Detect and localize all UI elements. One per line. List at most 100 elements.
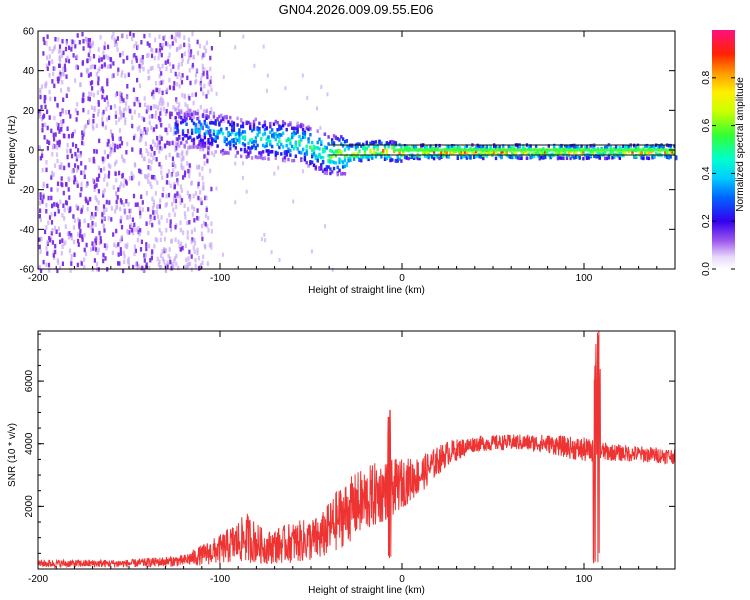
noise-dot — [193, 218, 196, 223]
noise-dot — [44, 122, 47, 128]
noise-dot — [87, 52, 90, 57]
ridge-cell — [473, 155, 476, 159]
ridge-cell — [554, 151, 558, 155]
noise-dot — [174, 198, 178, 204]
noise-dot — [39, 94, 42, 100]
ridge-cell — [331, 154, 334, 159]
ridge-cell — [254, 140, 257, 144]
ridge-cell — [221, 117, 225, 121]
noise-dot — [172, 131, 176, 136]
noise-dot — [166, 130, 169, 136]
noise-dot — [98, 240, 101, 246]
ridge-cell — [298, 143, 301, 147]
noise-dot — [77, 242, 80, 247]
noise-dot — [96, 206, 99, 212]
ridge-cell — [238, 136, 241, 140]
noise-dot — [147, 151, 150, 157]
noise-dot — [69, 114, 72, 119]
noise-dot — [68, 45, 71, 50]
noise-dot — [99, 168, 103, 173]
figure-title: GN04.2026.009.09.55.E06 — [279, 2, 434, 17]
noise-dot — [156, 238, 159, 243]
noise-dot — [76, 154, 79, 159]
noise-dot — [73, 179, 76, 185]
ridge-cell — [192, 142, 196, 146]
noise-dot — [115, 177, 118, 183]
noise-dot — [158, 51, 161, 56]
noise-dot — [158, 81, 161, 86]
ridge-cell — [281, 123, 285, 128]
ridge-cell — [558, 145, 561, 150]
ridge-cell — [383, 153, 387, 158]
noise-dot — [45, 203, 48, 208]
x-tick-label: 0 — [399, 574, 405, 585]
noise-dot — [61, 238, 64, 243]
ridge-cell — [449, 145, 452, 149]
ridge-cell — [278, 135, 281, 139]
noise-dot — [75, 65, 78, 70]
ridge-cell — [247, 154, 250, 158]
noise-dot — [61, 109, 64, 114]
noise-dot — [90, 211, 94, 217]
ridge-cell — [250, 146, 254, 150]
ridge-cell — [447, 145, 450, 149]
noise-dot — [109, 152, 112, 157]
noise-dot — [69, 207, 72, 212]
noise-dot — [166, 260, 169, 265]
noise-dot — [50, 195, 53, 201]
ridge-cell — [329, 167, 332, 171]
ridge-cell — [349, 154, 352, 159]
ridge-cell — [305, 150, 308, 155]
noise-dot — [95, 183, 98, 188]
noise-dot — [45, 167, 48, 173]
ridge-cell — [260, 137, 263, 141]
ridge-cell — [449, 151, 452, 155]
noise-dot — [81, 205, 85, 210]
noise-dot — [145, 246, 148, 252]
noise-dot — [99, 35, 102, 40]
ridge-cell — [360, 158, 363, 163]
noise-dot — [120, 181, 123, 187]
ridge-cell — [314, 146, 317, 150]
ridge-cell — [274, 119, 277, 124]
noise-dot — [65, 58, 68, 63]
noise-dot — [204, 153, 207, 158]
noise-dot — [158, 34, 161, 40]
noise-dot — [143, 96, 146, 101]
ridge-cell — [292, 133, 296, 137]
noise-dot — [100, 64, 104, 69]
noise-dot — [181, 73, 184, 78]
noise-dot — [270, 250, 273, 255]
y-tick-label: 2000 — [24, 495, 35, 518]
noise-dot — [159, 237, 162, 242]
ridge-cell — [274, 132, 277, 136]
noise-dot — [66, 154, 69, 160]
snr-frame — [37, 330, 676, 570]
noise-dot — [113, 37, 116, 42]
ridge-cell — [598, 155, 601, 159]
ridge-cell — [585, 145, 589, 149]
ridge-cell — [190, 118, 194, 123]
ridge-cell — [220, 119, 223, 123]
ridge-cell — [594, 150, 598, 154]
ridge-cell — [271, 133, 274, 138]
ridge-cell — [633, 155, 636, 159]
noise-dot — [172, 258, 176, 264]
noise-dot — [167, 253, 170, 259]
ridge-cell — [260, 151, 263, 155]
ridge-cell — [187, 146, 190, 150]
ridge-cell — [385, 152, 388, 157]
noise-dot — [138, 102, 142, 108]
ridge-cell — [531, 152, 534, 157]
noise-dot — [96, 90, 99, 95]
noise-dot — [119, 247, 122, 252]
ridge-cell — [221, 148, 225, 153]
noise-dot — [184, 243, 187, 248]
ridge-cell — [265, 142, 268, 146]
ridge-cell — [618, 151, 621, 156]
noise-dot — [62, 119, 65, 124]
noise-dot — [173, 198, 176, 203]
ridge-cell — [665, 155, 669, 159]
noise-dot — [48, 215, 52, 220]
